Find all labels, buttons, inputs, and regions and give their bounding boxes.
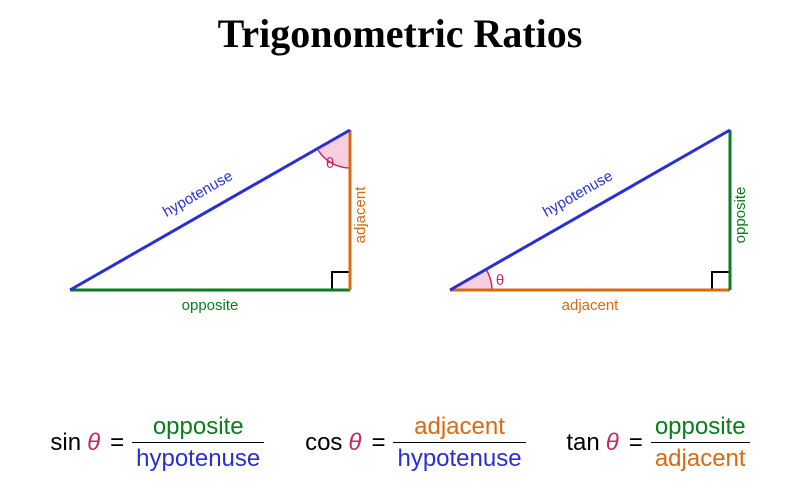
label-opposite-left: opposite [182,297,239,314]
frac-sin: opposite hypotenuse [132,413,264,473]
formula-cos: cos θ = adjacent hypotenuse [305,413,526,473]
eq-sin: = [110,429,124,457]
label-opposite-right: opposite [732,187,749,244]
label-adjacent-left: adjacent [352,186,369,244]
formula-tan: tan θ = opposite adjacent [566,413,749,473]
frac-cos: adjacent hypotenuse [393,413,525,473]
diagram-area: θ opposite adjacent hypotenuse θ ad [0,120,800,350]
label-hypotenuse-left: hypotenuse [160,167,236,220]
theta-cos: θ [348,429,361,457]
formula-sin: sin θ = opposite hypotenuse [50,413,264,473]
right-angle-right [712,272,730,290]
num-tan: opposite [651,413,750,443]
den-cos: hypotenuse [393,442,525,473]
theta-label-right: θ [496,272,504,289]
page-title: Trigonometric Ratios [0,10,800,57]
num-cos: adjacent [410,413,509,443]
label-hypotenuse-right: hypotenuse [540,167,616,220]
eq-cos: = [371,429,385,457]
triangle-right: θ adjacent opposite hypotenuse [440,120,750,320]
num-sin: opposite [149,413,248,443]
right-angle-left [332,272,350,290]
eq-tan: = [629,429,643,457]
fn-sin: sin [50,429,81,457]
fn-cos: cos [305,429,342,457]
label-adjacent-right: adjacent [562,297,620,314]
theta-sin: θ [87,429,100,457]
triangle-left: θ opposite adjacent hypotenuse [60,120,370,320]
formula-row: sin θ = opposite hypotenuse cos θ = adja… [0,413,800,473]
frac-tan: opposite adjacent [651,413,750,473]
den-sin: hypotenuse [132,442,264,473]
side-hypotenuse-right [450,130,730,290]
side-hypotenuse-left [70,130,350,290]
fn-tan: tan [566,429,599,457]
den-tan: adjacent [651,442,750,473]
page: Trigonometric Ratios θ opposite adjacent… [0,0,800,501]
theta-tan: θ [606,429,619,457]
theta-label-left: θ [326,155,334,172]
